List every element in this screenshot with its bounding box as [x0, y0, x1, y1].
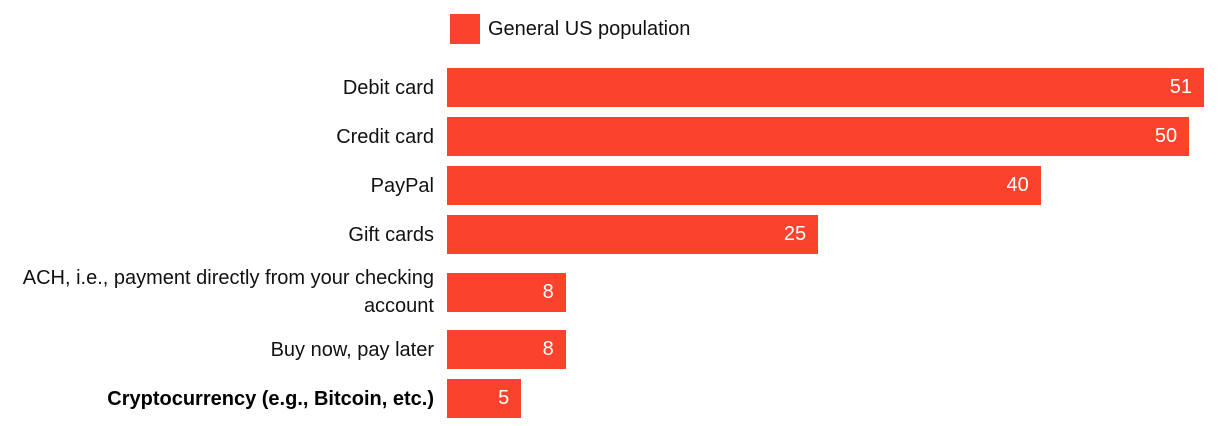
bar-track: 25: [447, 215, 1204, 254]
bar-track: 50: [447, 117, 1204, 156]
category-label: ACH, i.e., payment directly from your ch…: [22, 267, 434, 317]
legend: General US population: [450, 14, 1204, 44]
value-label: 51: [1169, 76, 1192, 98]
category-label: Credit card: [336, 125, 434, 148]
bar-track: 40: [447, 166, 1204, 205]
chart-row: Buy now, pay later 8: [0, 330, 1204, 369]
bar-track: 51: [447, 68, 1204, 107]
bar: 25: [447, 215, 819, 254]
category-label: Gift cards: [348, 223, 434, 246]
bar-track: 8: [447, 330, 1204, 369]
category-label: Debit card: [342, 76, 434, 99]
category-label: Buy now, pay later: [270, 338, 434, 361]
value-label: 25: [783, 223, 807, 245]
value-label: 8: [542, 338, 554, 360]
bar: 8: [447, 330, 566, 369]
value-label: 40: [1006, 174, 1029, 196]
chart-rows: Debit card 51 Credit card 50 PayPal 40 Gift ca…: [0, 68, 1204, 418]
chart-row: ACH, i.e., payment directly from your ch…: [0, 264, 1204, 320]
bar: 40: [447, 166, 1041, 205]
bar: 8: [447, 272, 566, 312]
bar-track: 5: [447, 379, 1204, 418]
category-label: PayPal: [370, 174, 434, 197]
chart-row: Gift cards 25: [0, 215, 1204, 254]
value-label: 50: [1154, 125, 1178, 147]
value-label: 8: [542, 280, 554, 303]
category-label: Cryptocurrency (e.g., Bitcoin, etc.): [107, 387, 434, 410]
bar: 51: [447, 68, 1204, 107]
chart-row: Cryptocurrency (e.g., Bitcoin, etc.) 5: [0, 379, 1204, 418]
chart-row: PayPal 40: [0, 166, 1204, 205]
bar: 5: [447, 379, 522, 418]
value-label: 5: [498, 387, 510, 409]
legend-swatch: [450, 14, 480, 44]
bar: 50: [447, 117, 1190, 156]
bar-track: 8: [447, 272, 1204, 312]
legend-label: General US population: [488, 17, 691, 40]
chart-row: Credit card 50: [0, 117, 1204, 156]
chart-row: Debit card 51: [0, 68, 1204, 107]
